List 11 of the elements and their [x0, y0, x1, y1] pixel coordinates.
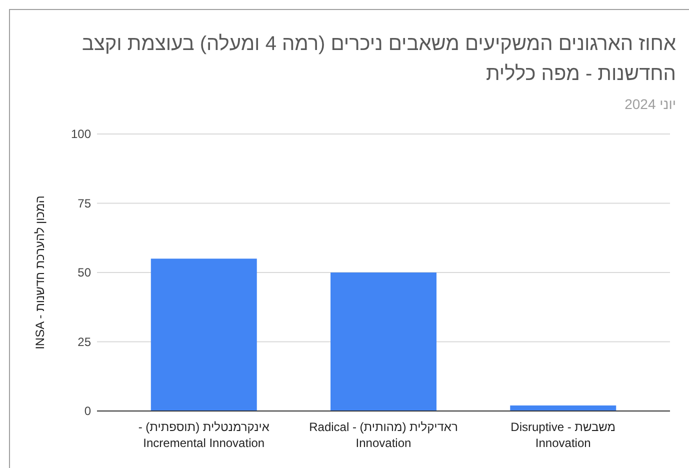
- chart-title: אחוז הארגונים המשקיעים משאבים ניכרים (רמה 4 ומעלה) בעוצמת וקצב החדשנות - מפה כללית: [82, 33, 676, 85]
- y-tick-label: 25: [78, 334, 92, 349]
- y-tick-label: 50: [78, 266, 92, 280]
- bar: [330, 272, 436, 411]
- y-tick-label: 100: [70, 127, 92, 142]
- chart-subtitle: יוני 2024: [624, 96, 676, 112]
- y-tick-label: 0: [84, 404, 92, 418]
- y-axis-title: INSA - המכון להערכת חדשנות: [33, 196, 47, 350]
- y-tick-label: 75: [78, 196, 92, 210]
- bar: [150, 258, 257, 411]
- bar: [510, 405, 616, 411]
